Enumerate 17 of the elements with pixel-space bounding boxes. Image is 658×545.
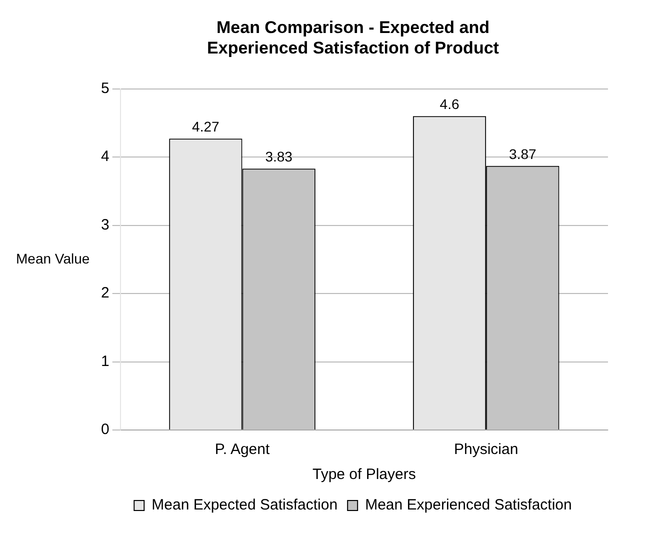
- legend-label: Mean Expected Satisfaction: [152, 496, 338, 514]
- data-label: 3.87: [509, 146, 536, 162]
- x-tick-label: P. Agent: [214, 441, 270, 458]
- data-label: 4.27: [192, 118, 220, 134]
- y-tick-label: 2: [101, 284, 110, 302]
- y-tick-label: 0: [101, 421, 110, 438]
- y-tick-label: 4: [101, 148, 110, 166]
- y-axis-title: Mean Value: [16, 250, 90, 266]
- data-label: 3.83: [265, 148, 293, 164]
- y-tick-label: 5: [101, 80, 110, 97]
- x-axis-title: Type of Players: [312, 466, 416, 484]
- x-tick-label: Physician: [454, 441, 518, 458]
- y-tick-label: 3: [101, 216, 110, 234]
- chart-title: Mean Comparison - Expected and Experienced Satisfaction of Product: [207, 18, 500, 58]
- legend-label: Mean Experienced Satisfaction: [365, 496, 572, 514]
- data-label: 4.6: [440, 96, 460, 112]
- y-tick-label: 1: [101, 352, 110, 370]
